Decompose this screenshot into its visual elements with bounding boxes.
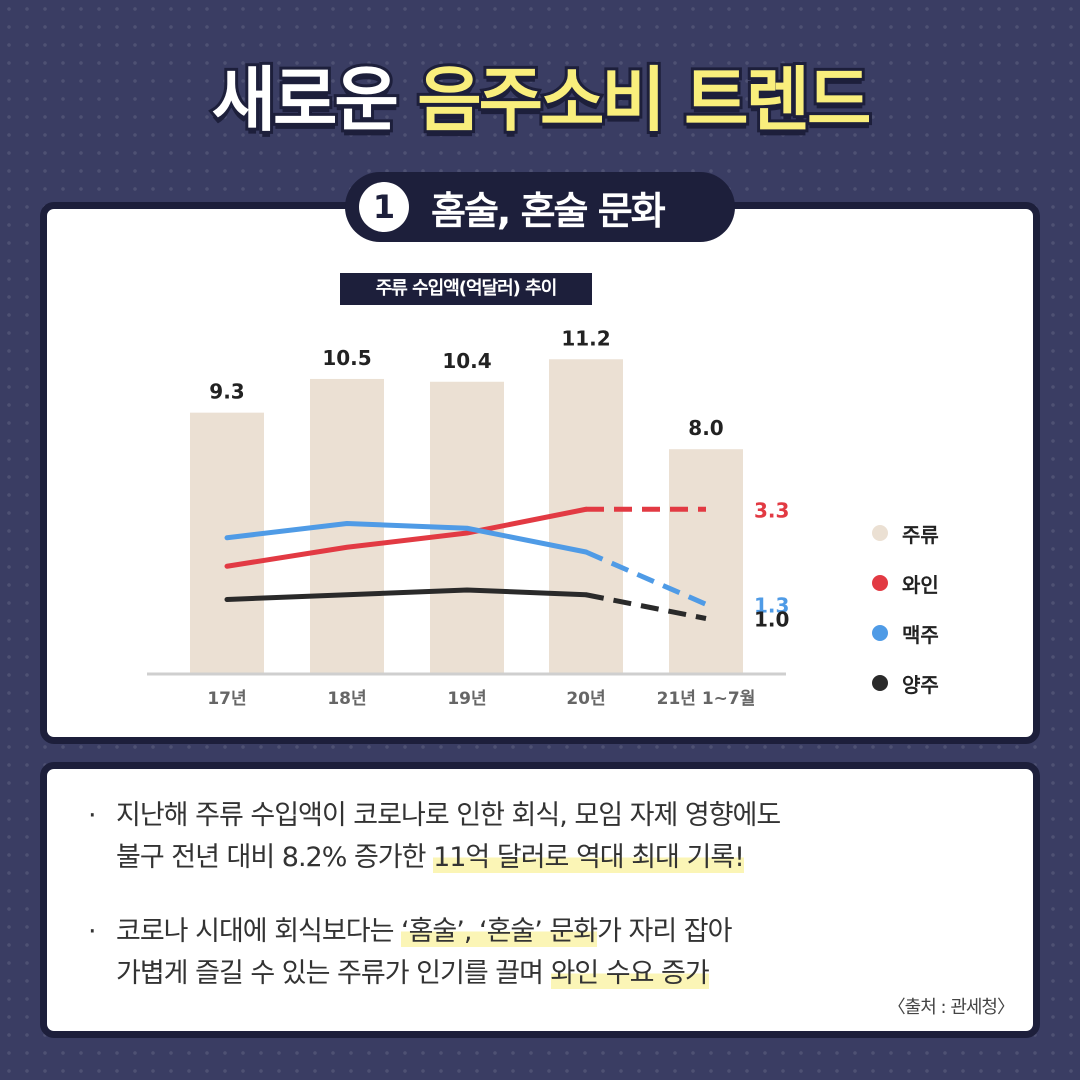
bullet-2-line2-plain: 가볍게 즐길 수 있는 주류가 인기를 끌며 (116, 958, 551, 989)
legend-dot-beer (872, 625, 888, 641)
page-title: 새로운 음주소비 트렌드 (0, 44, 1080, 145)
legend-item-beer: 맥주 (872, 608, 939, 658)
legend-label-beer: 맥주 (902, 622, 939, 647)
bullet-text-2: 코로나 시대에 회식보다는 ‘홈술’, ‘혼술’ 문화가 자리 잡아 가볍게 즐… (116, 911, 733, 995)
x-tick-label-2: 19년 (447, 689, 486, 709)
bullet-2-line2-highlight: 와인 수요 증가 (550, 958, 710, 989)
series-end-label-1: 1.3 (754, 593, 789, 617)
bullet-text-1: 지난해 주류 수입액이 코로나로 인한 회식, 모임 자제 영향에도 불구 전년… (116, 795, 781, 879)
bullet-2-line1-plain2: 가 자리 잡아 (597, 916, 732, 947)
text-panel (40, 762, 1040, 1038)
legend-label-liquor: 주류 (902, 522, 939, 547)
legend-label-wine: 와인 (902, 572, 939, 597)
legend-item-spirits: 양주 (872, 658, 939, 708)
bullet-2-line1-plain1: 코로나 시대에 회식보다는 (116, 916, 401, 947)
section-label: 홈술, 혼술 문화 (431, 188, 666, 233)
legend-dot-spirits (872, 675, 888, 691)
legend-label-spirits: 양주 (902, 672, 939, 697)
bullet-2-line1: 코로나 시대에 회식보다는 ‘홈술’, ‘혼술’ 문화가 자리 잡아 (116, 911, 733, 953)
title-white: 새로운 (209, 56, 402, 144)
chart-title: 주류 수입액(억달러) 추이 (340, 273, 592, 305)
bar-label-0: 9.3 (209, 380, 244, 404)
series-dashed-1 (585, 549, 707, 607)
section-number: 1 (359, 182, 409, 232)
bullet-dot: · (88, 916, 97, 947)
bar-label-1: 10.5 (322, 346, 371, 370)
x-tick-label-4: 21년 1~7월 (657, 689, 756, 709)
series-line-1 (224, 521, 589, 555)
bullet-2-line2: 가볍게 즐길 수 있는 주류가 인기를 끌며 와인 수요 증가 (116, 953, 732, 995)
chart-legend: 주류 와인 맥주 양주 (872, 508, 939, 708)
source-note: 〈출처 : 관세청〉 (887, 997, 1015, 1018)
bullet-1-line2-plain: 불구 전년 대비 8.2% 증가한 (116, 842, 434, 873)
x-tick-label-3: 20년 (566, 689, 605, 709)
bar-label-4: 8.0 (688, 416, 723, 440)
x-tick-label-1: 18년 (327, 689, 366, 709)
bar-4 (669, 449, 743, 674)
series-end-label-0: 3.3 (754, 498, 789, 522)
bar-label-3: 11.2 (561, 326, 610, 350)
bullet-dot: · (88, 800, 97, 831)
title-highlight: 음주소비 트렌드 (414, 56, 874, 144)
bullet-1-highlight: 11억 달러로 역대 최대 기록! (433, 842, 745, 873)
bullet-2-line1-highlight: ‘홈술’, ‘혼술’ 문화 (401, 916, 598, 947)
legend-dot-liquor (872, 525, 888, 541)
series-dashed-2 (585, 592, 707, 621)
bar-0 (190, 412, 264, 674)
section-tab: 1 홈술, 혼술 문화 (345, 172, 735, 242)
legend-item-wine: 와인 (872, 558, 939, 608)
series-end-label-2: 1.0 (754, 608, 789, 632)
bullet-1-line2: 불구 전년 대비 8.2% 증가한 11억 달러로 역대 최대 기록! (116, 837, 780, 879)
bullet-item-1: · 지난해 주류 수입액이 코로나로 인한 회식, 모임 자제 영향에도 불구 … (88, 795, 988, 879)
series-line-0 (224, 506, 589, 569)
legend-dot-wine (872, 575, 888, 591)
bullet-list: · 지난해 주류 수입액이 코로나로 인한 회식, 모임 자제 영향에도 불구 … (88, 795, 988, 995)
bullet-item-2: · 코로나 시대에 회식보다는 ‘홈술’, ‘혼술’ 문화가 자리 잡아 가볍게… (88, 911, 988, 995)
series-line-2 (224, 587, 589, 602)
x-tick-label-0: 17년 (207, 689, 246, 709)
bar-label-2: 10.4 (442, 349, 491, 373)
legend-item-liquor: 주류 (872, 508, 939, 558)
bullet-1-line1: 지난해 주류 수입액이 코로나로 인한 회식, 모임 자제 영향에도 (116, 800, 781, 831)
